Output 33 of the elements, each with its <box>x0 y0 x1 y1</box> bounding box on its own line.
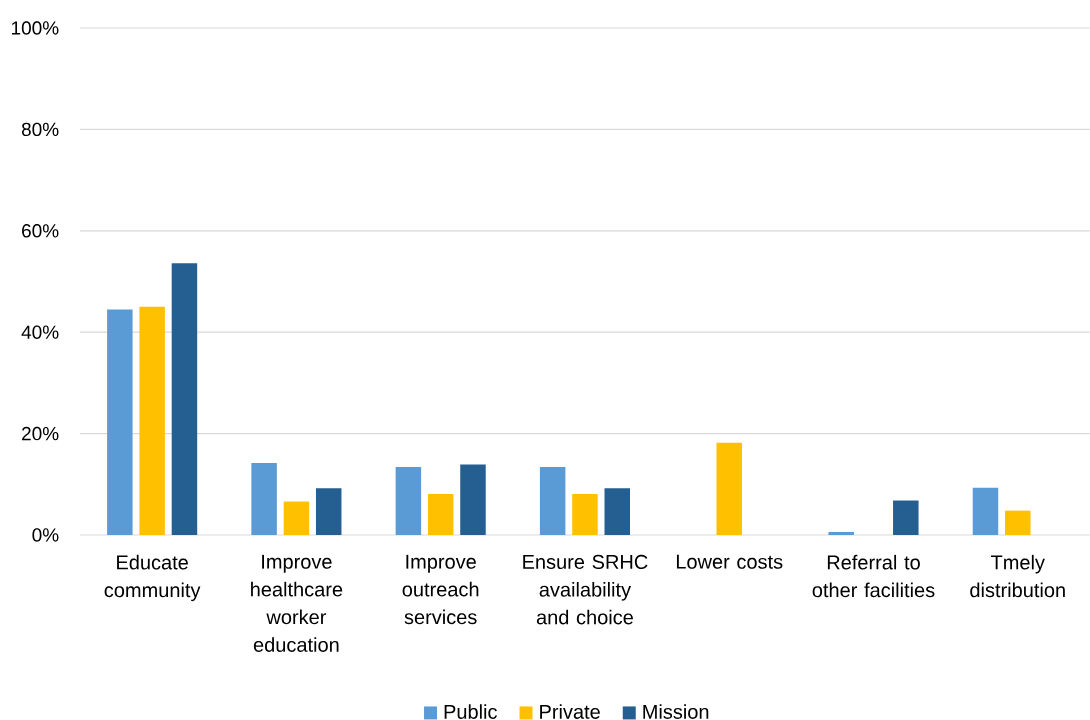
bar <box>572 493 598 535</box>
bar <box>395 467 422 535</box>
y-tick-label: 20% <box>22 426 59 441</box>
bar <box>107 309 133 535</box>
x-tick-label: Educate community <box>104 554 201 602</box>
bar <box>893 500 919 535</box>
bar <box>539 467 566 535</box>
bar <box>972 487 999 535</box>
legend-label: Private <box>540 704 600 719</box>
y-tick-label: 100% <box>11 21 59 35</box>
x-tick-label: Improve healthcare worker education <box>251 554 343 652</box>
x-tick-label: Lower costs <box>676 554 783 569</box>
bar <box>460 464 486 535</box>
y-tick-label: 0% <box>32 528 59 542</box>
x-tick-label: Referral to other facilities <box>812 554 935 598</box>
x-tick-label: Improve outreach services <box>402 554 479 625</box>
legend-label: Public <box>444 704 497 719</box>
y-tick-label: 40% <box>21 325 59 339</box>
x-tick-label: Ensure SRHC availability and choice <box>523 554 648 625</box>
bar <box>315 488 342 535</box>
bar <box>1005 510 1031 535</box>
bar <box>604 488 631 535</box>
bar <box>139 306 165 535</box>
y-tick-label: 80% <box>21 122 59 137</box>
legend-label: Mission <box>643 704 709 719</box>
bar <box>716 442 742 535</box>
bar <box>283 501 310 535</box>
y-tick-label: 60% <box>22 224 59 238</box>
bar <box>251 462 277 535</box>
bar <box>427 493 454 535</box>
bar <box>828 531 854 535</box>
bar <box>171 263 198 535</box>
x-tick-label: Tmely distribution <box>970 554 1065 598</box>
